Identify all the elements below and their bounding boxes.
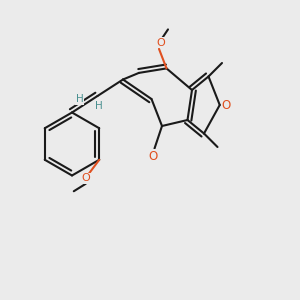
Text: O: O (221, 98, 230, 112)
Text: O: O (148, 149, 158, 163)
Text: H: H (76, 94, 83, 104)
Text: H: H (95, 100, 103, 111)
Text: O: O (81, 173, 90, 183)
Text: O: O (156, 38, 165, 48)
